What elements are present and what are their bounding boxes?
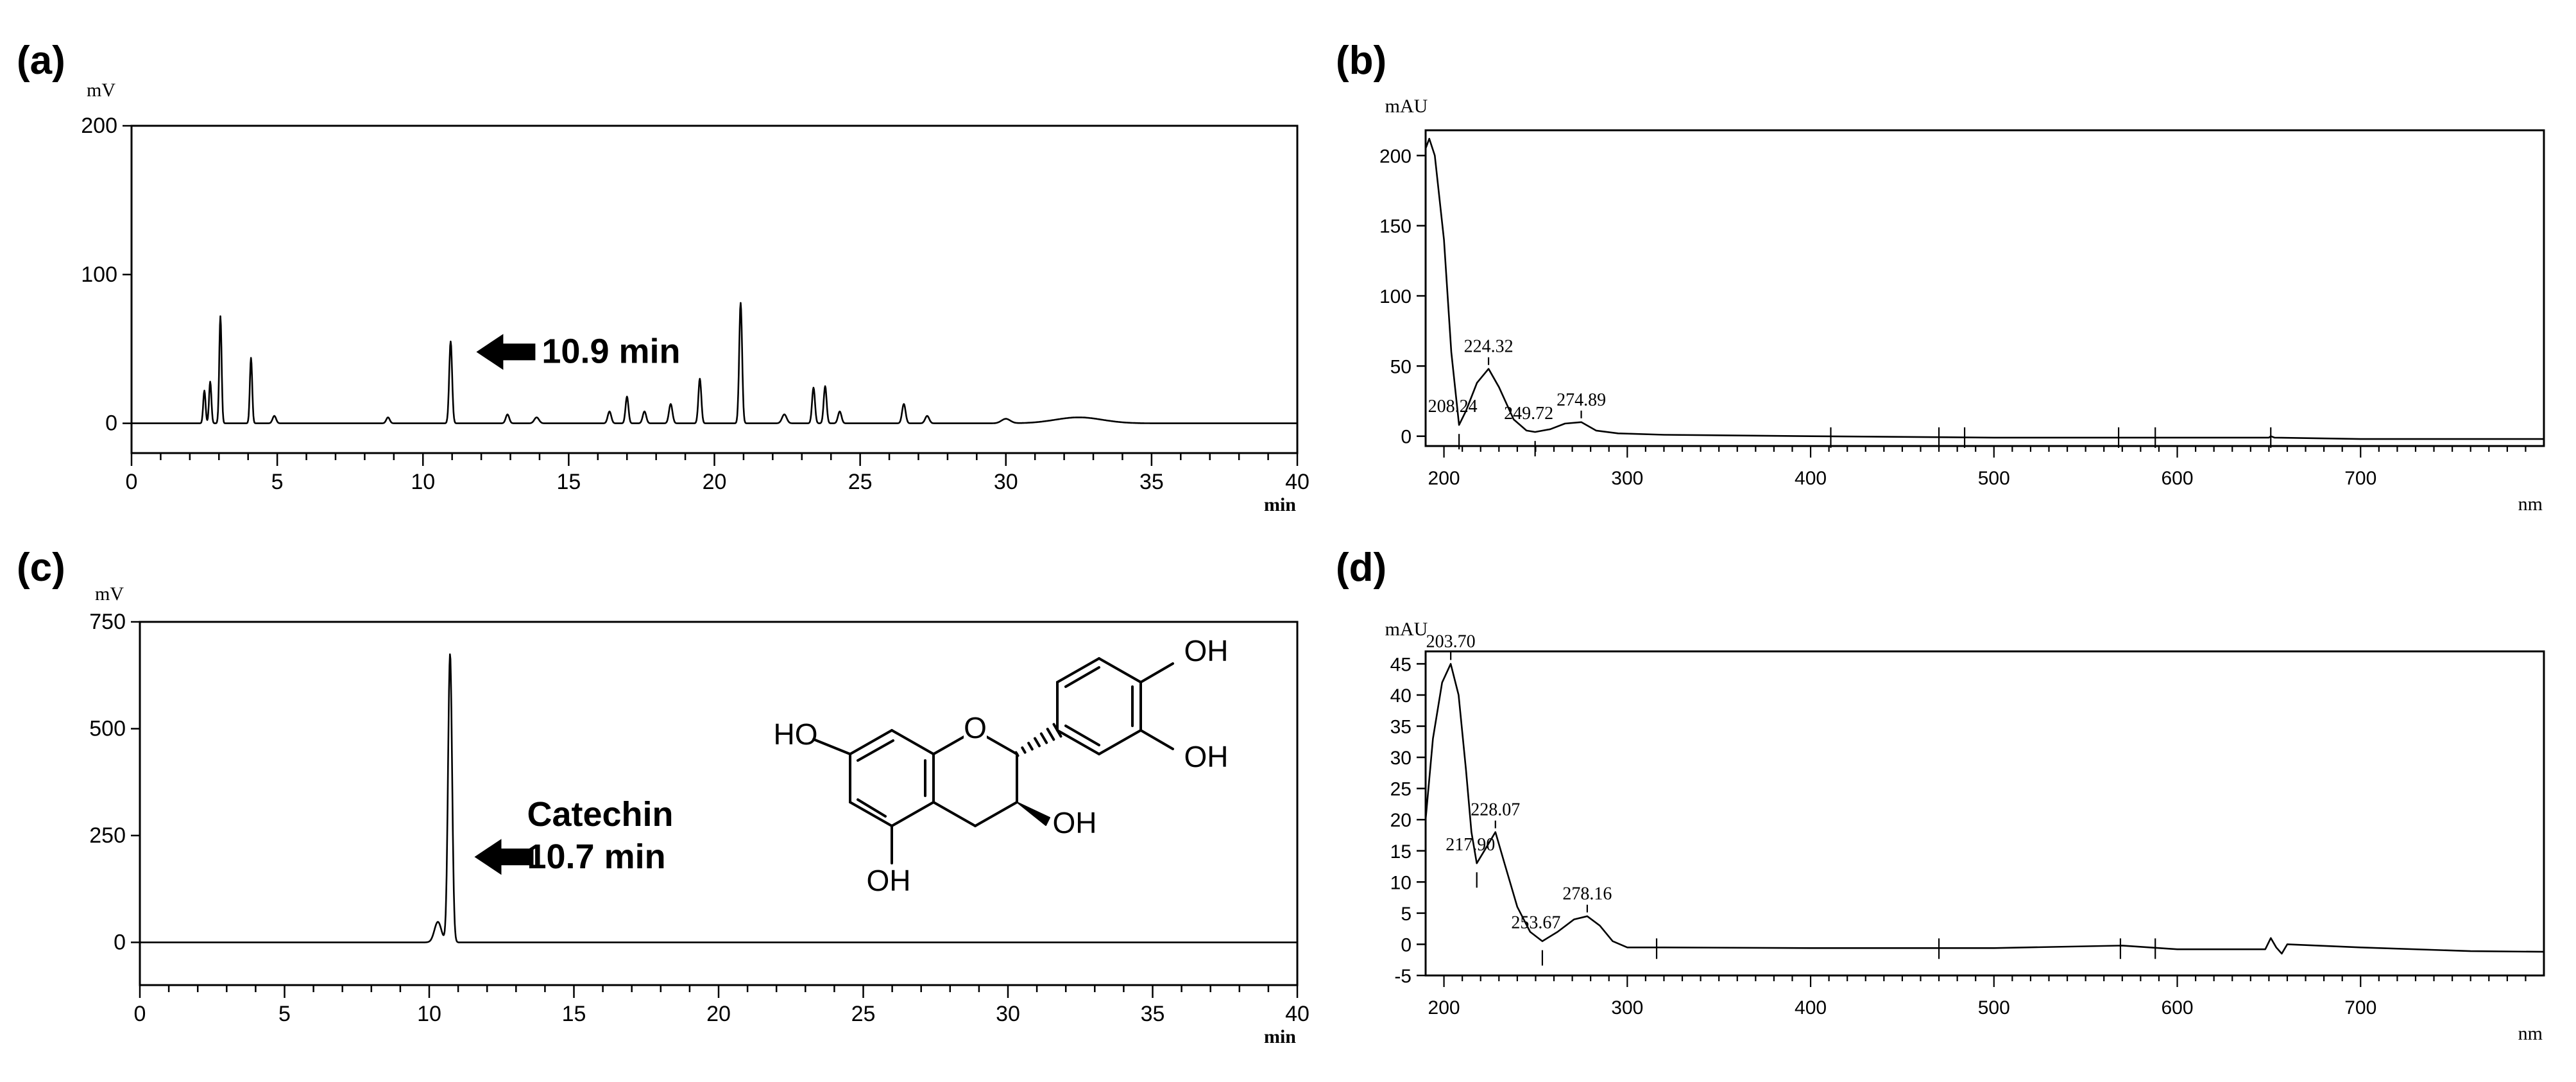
x-tick-label: 40 [1285,1002,1309,1026]
x-tick-label: 35 [1139,470,1164,494]
plot-frame [1424,129,2545,447]
y-tick-label: 0 [114,930,126,954]
peak-label: 253.67 [1511,913,1560,933]
y-tick-label: 0 [1401,427,1412,448]
x-tick-label: 300 [1611,997,1643,1018]
panel-b: (b) mAU nm 200 300 400 500 600 700 0 50 100 150 200 20… [1336,39,2545,515]
peak-label: 208.24 [1428,397,1478,416]
structure-label: OH [1184,634,1229,667]
x-tick-label: 30 [994,470,1018,494]
y-axis-unit-label: mV [87,80,115,101]
x-tick-label: 0 [134,1002,146,1026]
chromatogram-trace [139,653,1298,943]
panel-label: (a) [17,39,65,83]
x-axis-unit-label: min [1264,494,1296,515]
x-tick-label: 20 [706,1002,731,1026]
x-tick-label: 15 [562,1002,586,1026]
y-tick-label: 250 [89,823,126,848]
x-tick-label: 10 [411,470,435,494]
x-tick-label: 200 [1428,468,1460,489]
y-axis-unit-label: mV [95,583,124,605]
x-tick-label: 700 [2344,997,2376,1018]
y-tick-label: 30 [1390,748,1412,769]
peak-label: 249.72 [1504,404,1553,424]
structure-label: OH [867,864,911,897]
x-tick-label: 600 [2161,468,2193,489]
x-tick-label: 15 [556,470,581,494]
y-tick-label: 200 [1379,146,1412,167]
x-axis-unit-label: min [1264,1026,1296,1047]
left-arrow-icon [474,839,534,875]
x-tick-label: 500 [1978,997,2010,1018]
y-axis-unit-label: mAU [1385,619,1428,640]
structure-label: HO [774,717,818,751]
x-tick-label: 10 [417,1002,441,1026]
x-tick-label: 600 [2161,997,2193,1018]
x-tick-label: 25 [851,1002,876,1026]
y-tick-label: 100 [1379,286,1412,307]
y-tick-label: 750 [89,610,126,634]
peak-label: 274.89 [1557,390,1606,410]
y-tick-label: 50 [1390,356,1412,377]
x-tick-label: 5 [271,470,284,494]
left-arrow-icon [476,334,536,370]
chromatogram-trace [131,302,1298,424]
panel-label: (d) [1336,545,1386,590]
y-tick-label: 10 [1390,872,1412,893]
x-tick-label: 700 [2344,468,2376,489]
x-tick-label: 400 [1795,997,1827,1018]
peak-label: 228.07 [1471,800,1520,820]
panel-label: (c) [17,545,65,590]
x-tick-label: 200 [1428,997,1460,1018]
spectrum-trace [1424,137,2544,440]
compound-name: Catechin [527,795,673,834]
x-tick-label: 0 [126,470,138,494]
panel-label: (b) [1336,39,1386,83]
peak-annotation: 10.9 min [542,332,680,370]
x-tick-label: 30 [996,1002,1020,1026]
structure-label: OH [1053,806,1097,839]
y-tick-label: 5 [1401,904,1412,925]
y-tick-label: 0 [1401,934,1412,956]
y-tick-label: 25 [1390,779,1412,800]
y-tick-label: 35 [1390,717,1412,738]
peak-label: 203.70 [1426,631,1476,651]
panel-c: (c) mV min 0 5 10 15 20 25 30 35 40 0 250 500 750 Catech… [17,545,1309,1047]
y-tick-label: 500 [89,716,126,741]
x-axis-unit-label: nm [2518,1023,2543,1044]
x-tick-label: 25 [848,470,873,494]
peak-label: 224.32 [1464,337,1514,357]
x-tick-label: 5 [278,1002,291,1026]
y-tick-label: 45 [1390,654,1412,675]
x-tick-label: 40 [1285,470,1309,494]
structure-label: O [964,711,987,744]
plot-frame [139,621,1299,986]
x-tick-label: 35 [1141,1002,1165,1026]
catechin-structure [812,657,1174,864]
x-axis-unit-label: nm [2518,494,2543,515]
x-tick-label: 400 [1795,468,1827,489]
peak-label: 217.90 [1446,835,1495,855]
y-tick-label: 100 [81,262,117,287]
panel-d: (d) mAU nm 200 300 400 500 600 700 -5 0 5 10 15 20 25 30… [1336,545,2545,1044]
plot-frame [1424,650,2545,977]
peak-label: 278.16 [1562,884,1612,904]
x-tick-label: 300 [1611,468,1643,489]
y-tick-label: 40 [1390,685,1412,707]
panel-a: (a) mV min 0 5 10 15 20 25 30 35 40 0 100 200 10.9 min [17,39,1309,515]
spectrum-trace [1424,663,2545,955]
y-tick-label: 20 [1390,810,1412,831]
structure-label: OH [1184,740,1229,773]
retention-time: 10.7 min [527,837,665,876]
y-tick-label: 0 [105,411,117,436]
y-tick-label: 200 [81,114,117,138]
y-axis-unit-label: mAU [1385,96,1428,117]
x-tick-label: 500 [1978,468,2010,489]
y-tick-label: -5 [1394,966,1412,987]
y-tick-label: 150 [1379,216,1412,237]
plot-frame [130,125,1299,454]
x-tick-label: 20 [703,470,727,494]
y-tick-label: 15 [1390,841,1412,863]
